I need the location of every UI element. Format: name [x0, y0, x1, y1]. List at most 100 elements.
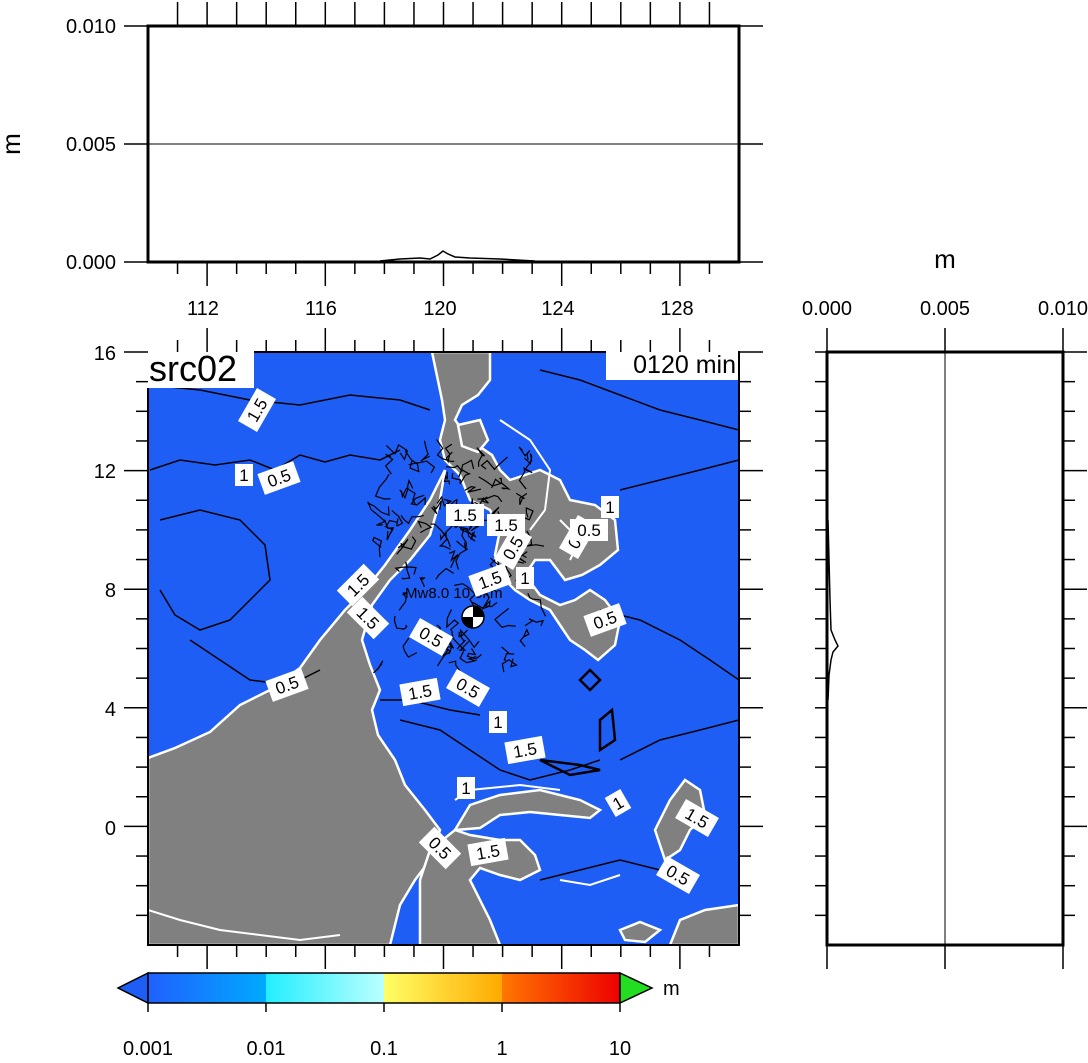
dense-contour-line [367, 501, 387, 526]
lat-tick-0: 16 [94, 343, 116, 365]
dense-contour-line [396, 536, 417, 555]
contour-label: 1 [604, 788, 632, 818]
svg-text:1.5: 1.5 [494, 516, 518, 535]
dense-contour-line [439, 522, 463, 542]
contour-label: 1.5 [504, 735, 546, 765]
contour-label: 1.5 [446, 504, 484, 526]
contour-label: 1.5 [399, 677, 441, 707]
dense-contour-line [501, 646, 515, 661]
time-label: 0120 min [633, 351, 736, 379]
dense-contour-line [410, 494, 426, 506]
right-profile-unit: m [934, 244, 956, 274]
right-profile-x-tick-1: 0.005 [920, 298, 970, 320]
dense-contour-line [515, 492, 528, 506]
top-profile-x-tick-0: 112 [187, 298, 219, 320]
dense-contour-line [397, 538, 409, 550]
right-profile-panel: 0.000 0.005 0.010 m [802, 244, 1088, 969]
land-mindoro [456, 418, 490, 454]
colorbar-label-3: 1 [496, 1038, 507, 1060]
dense-contour-line [438, 532, 451, 550]
colorbar-label-2: 0.1 [370, 1038, 398, 1060]
contour-label: 1 [457, 777, 475, 799]
svg-text:1: 1 [605, 498, 614, 517]
dense-contour-line [372, 536, 383, 558]
contour-label: 1.5 [487, 514, 525, 536]
dense-contour-line [478, 592, 498, 608]
dense-contour-line [466, 648, 482, 660]
colorbar-label-0: 0.001 [123, 1038, 173, 1060]
dense-contour-line [459, 628, 480, 649]
svg-text:1: 1 [493, 713, 502, 732]
dense-contour-line [524, 453, 533, 469]
svg-text:1: 1 [520, 569, 529, 588]
contour-label: 1 [235, 464, 253, 486]
top-profile-y-tick-1: 0.005 [66, 134, 116, 156]
colorbar-over-triangle [619, 971, 654, 1005]
top-profile-unit: m [0, 133, 26, 155]
dense-contour-line [419, 577, 426, 587]
svg-text:1: 1 [239, 466, 248, 485]
svg-text:1.5: 1.5 [407, 681, 434, 704]
dense-contour-line [394, 566, 417, 575]
land-islet-1 [618, 920, 663, 944]
contour-label: 0.5 [265, 668, 309, 702]
colorbar-segment-1 [148, 973, 266, 1003]
dense-contour-line [436, 495, 453, 507]
dense-contour-line [527, 593, 547, 617]
dense-contour-line [499, 477, 511, 490]
dense-contour-line [478, 476, 503, 489]
top-profile-x-tick-4: 128 [660, 298, 693, 320]
dense-contour-line [476, 447, 486, 467]
dense-contour-line [367, 502, 390, 516]
top-profile-y-tick-0: 0.010 [66, 16, 116, 38]
dense-contour-line [444, 443, 453, 464]
right-profile-x-tick-0: 0.000 [802, 298, 852, 320]
dense-contour-line [524, 618, 544, 627]
dense-contour-line [431, 500, 442, 515]
dense-contour-line [400, 514, 424, 525]
dense-contour-line [519, 628, 530, 647]
map-panel: src02 0120 min Mw8.0 10.0km 1.51 0.51.51.… [94, 328, 763, 969]
right-profile-y-ticks [815, 351, 1087, 917]
lat-tick-4: 0 [105, 818, 116, 840]
map-ticks [124, 328, 763, 969]
dense-contour-line [464, 485, 482, 493]
dense-contour-line [399, 478, 414, 499]
dense-contour-line [455, 540, 469, 570]
dense-contour-line [501, 658, 518, 673]
beachball-icon [461, 605, 485, 629]
dense-contour-line [436, 439, 455, 462]
land-sulawesi-north [452, 788, 603, 832]
dense-contour-line [480, 456, 508, 471]
top-profile-y-tick-2: 0.000 [66, 252, 116, 274]
dense-contour-line [494, 608, 516, 628]
dense-contour-line [522, 506, 534, 521]
colorbar-under-triangle [116, 971, 149, 1005]
contour-label: 1 [489, 711, 507, 733]
svg-text:1.5: 1.5 [512, 739, 539, 762]
colorbar-segment-3 [384, 973, 502, 1003]
dense-contour-line [408, 460, 436, 474]
top-profile-x-tick-2: 120 [423, 298, 456, 320]
colorbar-segment-2 [266, 973, 384, 1003]
dense-contour-line [435, 568, 454, 580]
dense-contour-line [385, 444, 409, 461]
dense-contour-line [398, 592, 408, 611]
time-box [606, 350, 738, 380]
dense-contour-line [445, 464, 470, 475]
dense-contour-line [518, 446, 531, 461]
colorbar: m 0.001 0.01 0.1 1 10 [116, 971, 680, 1060]
dense-contour-line [471, 599, 491, 610]
dense-contour-line [430, 523, 451, 548]
black-blobs [539, 668, 617, 777]
contour-label: 0.5 [583, 603, 627, 637]
map-title: src02 [149, 348, 237, 389]
colorbar-segment-4 [502, 973, 620, 1003]
dense-contour-line [448, 550, 459, 569]
lat-tick-3: 4 [105, 699, 116, 721]
svg-text:1.5: 1.5 [453, 506, 477, 525]
dense-contour-line [391, 510, 404, 527]
dense-contour-line [384, 453, 394, 475]
dense-contour-line [373, 660, 384, 674]
land-new-guinea-west [668, 903, 739, 945]
